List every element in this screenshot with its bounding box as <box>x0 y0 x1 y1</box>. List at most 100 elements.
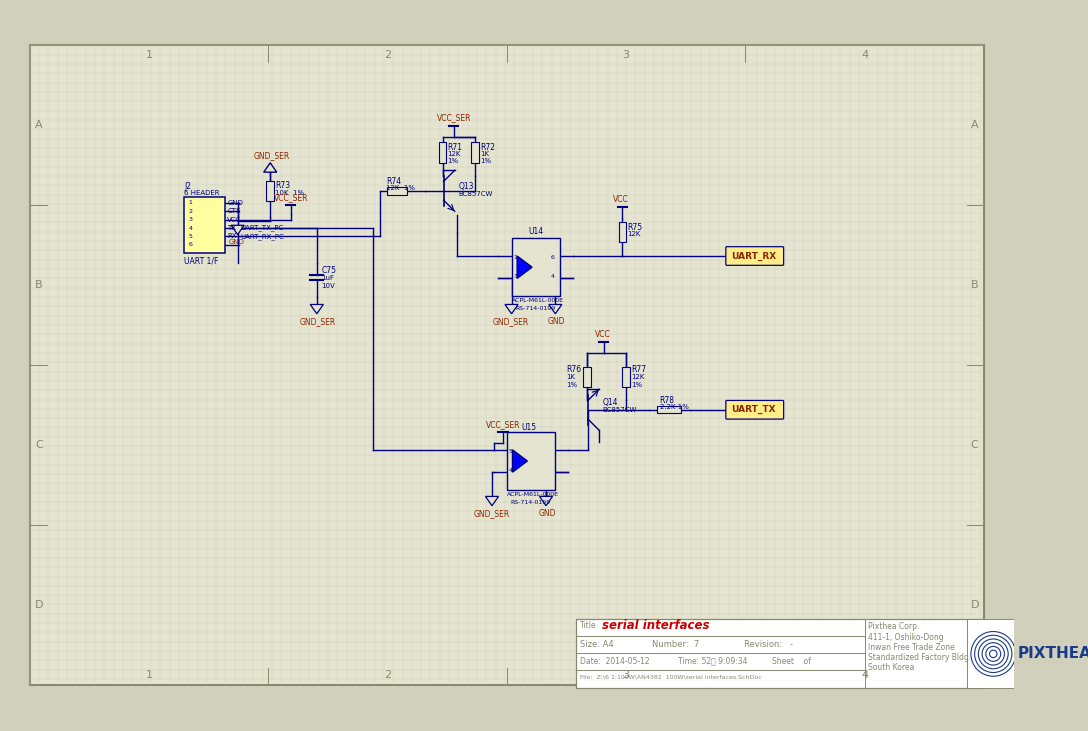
Text: Inwan Free Trade Zone: Inwan Free Trade Zone <box>868 643 955 652</box>
Bar <box>657 406 681 414</box>
Text: VCC_SER: VCC_SER <box>437 113 471 123</box>
Text: Title: Title <box>580 621 596 630</box>
Bar <box>267 181 274 201</box>
Polygon shape <box>512 450 528 472</box>
Text: 2.2K 1%: 2.2K 1% <box>659 404 689 410</box>
Text: R76: R76 <box>567 366 582 374</box>
Polygon shape <box>485 496 498 506</box>
Text: R78: R78 <box>659 396 675 405</box>
Text: 1K: 1K <box>567 374 576 380</box>
Text: 6: 6 <box>188 243 193 247</box>
Text: B: B <box>35 280 42 290</box>
Text: U14: U14 <box>529 227 543 236</box>
Bar <box>386 187 407 194</box>
Text: GND_SER: GND_SER <box>473 509 509 518</box>
Bar <box>507 432 555 490</box>
Bar <box>576 619 984 689</box>
Text: 1K: 1K <box>480 151 489 157</box>
Text: Sheet    of: Sheet of <box>771 657 811 666</box>
Text: VCC: VCC <box>614 194 629 204</box>
Text: ACPL-M61L-000E: ACPL-M61L-000E <box>507 492 559 497</box>
Text: 1%: 1% <box>631 382 642 387</box>
Text: BC857CW: BC857CW <box>603 406 638 413</box>
FancyBboxPatch shape <box>726 246 783 265</box>
Text: GND: GND <box>227 200 244 206</box>
Text: UART_TX_PC: UART_TX_PC <box>240 224 284 232</box>
Text: BC857CW: BC857CW <box>458 191 493 197</box>
Text: 12K  1%: 12K 1% <box>386 185 415 191</box>
Polygon shape <box>263 163 276 173</box>
Text: ACPL-M61L-000E: ACPL-M61L-000E <box>511 298 564 303</box>
Text: Q14: Q14 <box>603 398 618 407</box>
Text: RX: RX <box>227 233 237 240</box>
Text: CTS: CTS <box>227 208 240 214</box>
Text: PIXTHEA: PIXTHEA <box>1017 646 1088 662</box>
Bar <box>583 367 591 387</box>
Text: 4: 4 <box>861 50 868 60</box>
Text: 6: 6 <box>551 255 555 260</box>
Text: Pixthea Corp.: Pixthea Corp. <box>868 622 919 632</box>
Text: GND: GND <box>548 317 566 326</box>
Text: UART_TX: UART_TX <box>731 405 776 414</box>
Text: 12K: 12K <box>627 231 641 237</box>
Text: 4: 4 <box>861 670 868 681</box>
Text: 10K  1%: 10K 1% <box>275 189 304 196</box>
Text: VCC_SER: VCC_SER <box>486 420 521 429</box>
Text: 1: 1 <box>146 50 152 60</box>
Text: UART_RX: UART_RX <box>731 251 777 260</box>
Text: 1%: 1% <box>480 158 491 164</box>
Text: UART_RX_PC: UART_RX_PC <box>240 233 284 240</box>
Text: 1: 1 <box>146 670 152 681</box>
Text: 1: 1 <box>188 200 193 205</box>
Text: RS-714-0199: RS-714-0199 <box>510 499 551 504</box>
Text: VCC_SER: VCC_SER <box>274 193 308 202</box>
Text: R73: R73 <box>275 181 290 190</box>
Polygon shape <box>310 305 323 314</box>
Text: VCC: VCC <box>227 216 242 223</box>
Text: 6 HEADER: 6 HEADER <box>185 189 220 196</box>
Text: GND: GND <box>228 239 244 245</box>
Text: GND_SER: GND_SER <box>300 317 336 326</box>
Bar <box>619 221 627 242</box>
Text: 2: 2 <box>188 209 193 213</box>
Text: UART 1/F: UART 1/F <box>185 256 219 265</box>
Polygon shape <box>548 305 561 314</box>
Bar <box>471 143 479 163</box>
Text: 12K: 12K <box>631 374 644 380</box>
Text: 3: 3 <box>622 670 630 681</box>
Polygon shape <box>231 225 244 235</box>
Text: 5: 5 <box>188 234 193 239</box>
Text: R74: R74 <box>386 177 400 186</box>
Text: B: B <box>970 280 978 290</box>
Text: 2: 2 <box>384 670 392 681</box>
FancyBboxPatch shape <box>726 401 783 419</box>
Bar <box>438 143 446 163</box>
Text: D: D <box>970 599 979 610</box>
Text: 2: 2 <box>384 50 392 60</box>
Text: VCC: VCC <box>594 330 610 338</box>
Polygon shape <box>540 496 553 506</box>
Text: J2: J2 <box>185 181 191 191</box>
Text: Revision:   -: Revision: - <box>743 640 792 649</box>
Text: 3: 3 <box>514 274 518 279</box>
Bar <box>185 197 225 253</box>
Text: Standardized Factory Bldg.: Standardized Factory Bldg. <box>868 653 972 662</box>
Text: serial interfaces: serial interfaces <box>602 619 709 632</box>
Text: A: A <box>35 121 42 130</box>
Text: U15: U15 <box>522 423 536 432</box>
Text: C: C <box>35 440 44 450</box>
Text: RS-714-0199: RS-714-0199 <box>516 306 556 311</box>
Text: South Korea: South Korea <box>868 663 915 673</box>
Text: GND: GND <box>539 509 556 518</box>
Text: Number:  7: Number: 7 <box>652 640 700 649</box>
Text: R75: R75 <box>627 223 642 232</box>
Text: 10V: 10V <box>321 283 335 289</box>
Text: R72: R72 <box>480 143 495 153</box>
Text: 1uF: 1uF <box>321 276 334 281</box>
Text: 12K: 12K <box>447 151 460 157</box>
Text: 5: 5 <box>509 449 512 454</box>
Text: Time: 52約 9:09:34: Time: 52約 9:09:34 <box>678 657 747 666</box>
Text: C: C <box>970 440 978 450</box>
Text: 1: 1 <box>514 255 517 260</box>
Text: Date:  2014-05-12: Date: 2014-05-12 <box>580 657 650 666</box>
